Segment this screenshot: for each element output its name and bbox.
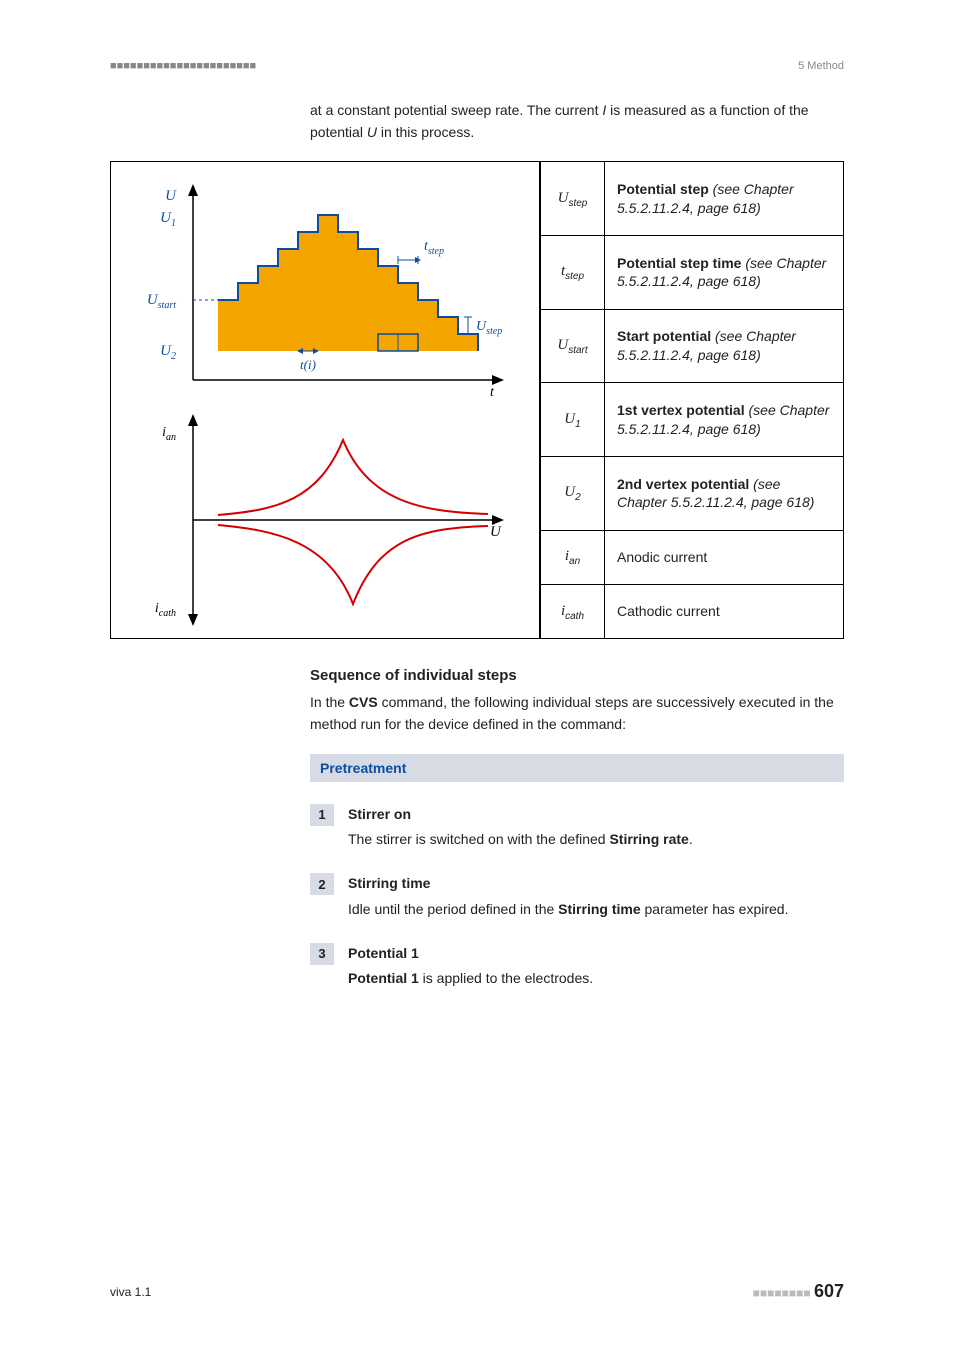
cvs-schematic: U U1 Ustart U2 tstep Ustep t(i) t [118,170,528,630]
param-desc: Anodic current [605,530,844,584]
param-desc: 1st vertex potential (see Chapter 5.5.2.… [605,383,844,457]
param-desc: Cathodic current [605,585,844,639]
param-symbol: ian [541,530,605,584]
table-row: tstep Potential step time (see Chapter 5… [541,236,844,310]
intro-text-3: in this process. [377,124,474,140]
intro-symbol-U: U [367,124,377,140]
section-paragraph: In the CVS command, the following indivi… [310,692,844,735]
table-row: U1 1st vertex potential (see Chapter 5.5… [541,383,844,457]
step-number: 1 [310,804,334,826]
step-title: Stirring time [348,873,844,895]
param-symbol: U1 [541,383,605,457]
footer-dots: ■■■■■■■■ [753,1286,811,1300]
para-text-2: command, the following individual steps … [310,694,834,732]
param-desc: 2nd vertex potential (see Chapter 5.5.2.… [605,457,844,531]
param-desc: Start potential (see Chapter 5.5.2.11.2.… [605,309,844,383]
param-desc: Potential step time (see Chapter 5.5.2.1… [605,236,844,310]
table-row: Ustep Potential step (see Chapter 5.5.2.… [541,162,844,236]
page-header: ■■■■■■■■■■■■■■■■■■■■■■ 5 Method [110,60,844,72]
parameter-table: Ustep Potential step (see Chapter 5.5.2.… [540,161,844,639]
param-symbol: Ustart [541,309,605,383]
label-U-haxis: U [490,524,502,540]
label-Ustart: Ustart [147,292,176,311]
header-dots: ■■■■■■■■■■■■■■■■■■■■■■ [110,60,256,72]
step-number: 3 [310,943,334,965]
label-U1: U1 [160,210,176,229]
param-desc: Potential step (see Chapter 5.5.2.11.2.4… [605,162,844,236]
table-row: Ustart Start potential (see Chapter 5.5.… [541,309,844,383]
label-icath: icath [155,601,176,619]
step-2: 2 Stirring time Idle until the period de… [310,873,844,920]
label-t: t [490,385,495,400]
footer-right: ■■■■■■■■ 607 [753,1281,844,1302]
para-bold-cvs: CVS [349,694,378,710]
param-symbol: Ustep [541,162,605,236]
step-1: 1 Stirrer on The stirrer is switched on … [310,804,844,851]
step-text: Potential 1 is applied to the electrodes… [348,968,844,990]
step-title: Stirrer on [348,804,844,826]
label-ian: ian [162,425,176,443]
header-section: 5 Method [798,60,844,72]
label-tstep: tstep [424,239,444,257]
step-text: Idle until the period defined in the Sti… [348,899,844,921]
page-footer: viva 1.1 ■■■■■■■■ 607 [110,1281,844,1302]
step-body: Stirrer on The stirrer is switched on wi… [348,804,844,851]
footer-left: viva 1.1 [110,1285,151,1299]
page-number: 607 [814,1281,844,1301]
label-U2: U2 [160,343,176,362]
param-symbol: U2 [541,457,605,531]
param-symbol: icath [541,585,605,639]
table-row: U2 2nd vertex potential (see Chapter 5.5… [541,457,844,531]
intro-paragraph: at a constant potential sweep rate. The … [310,100,844,143]
label-ti: t(i) [300,357,316,372]
table-row: ian Anodic current [541,530,844,584]
para-text-1: In the [310,694,349,710]
section-heading: Sequence of individual steps [310,667,844,684]
param-symbol: tstep [541,236,605,310]
diagram-cell: U U1 Ustart U2 tstep Ustep t(i) t [110,161,540,639]
step-3: 3 Potential 1 Potential 1 is applied to … [310,943,844,990]
intro-text-1: at a constant potential sweep rate. The … [310,102,602,118]
step-title: Potential 1 [348,943,844,965]
step-body: Potential 1 Potential 1 is applied to th… [348,943,844,990]
label-Ustep: Ustep [476,319,502,337]
step-text: The stirrer is switched on with the defi… [348,829,844,851]
subheading-pretreatment: Pretreatment [310,754,844,782]
table-row: icath Cathodic current [541,585,844,639]
step-number: 2 [310,873,334,895]
label-U-axis: U [165,188,177,204]
diagram-and-table: U U1 Ustart U2 tstep Ustep t(i) t [110,161,844,639]
step-body: Stirring time Idle until the period defi… [348,873,844,920]
